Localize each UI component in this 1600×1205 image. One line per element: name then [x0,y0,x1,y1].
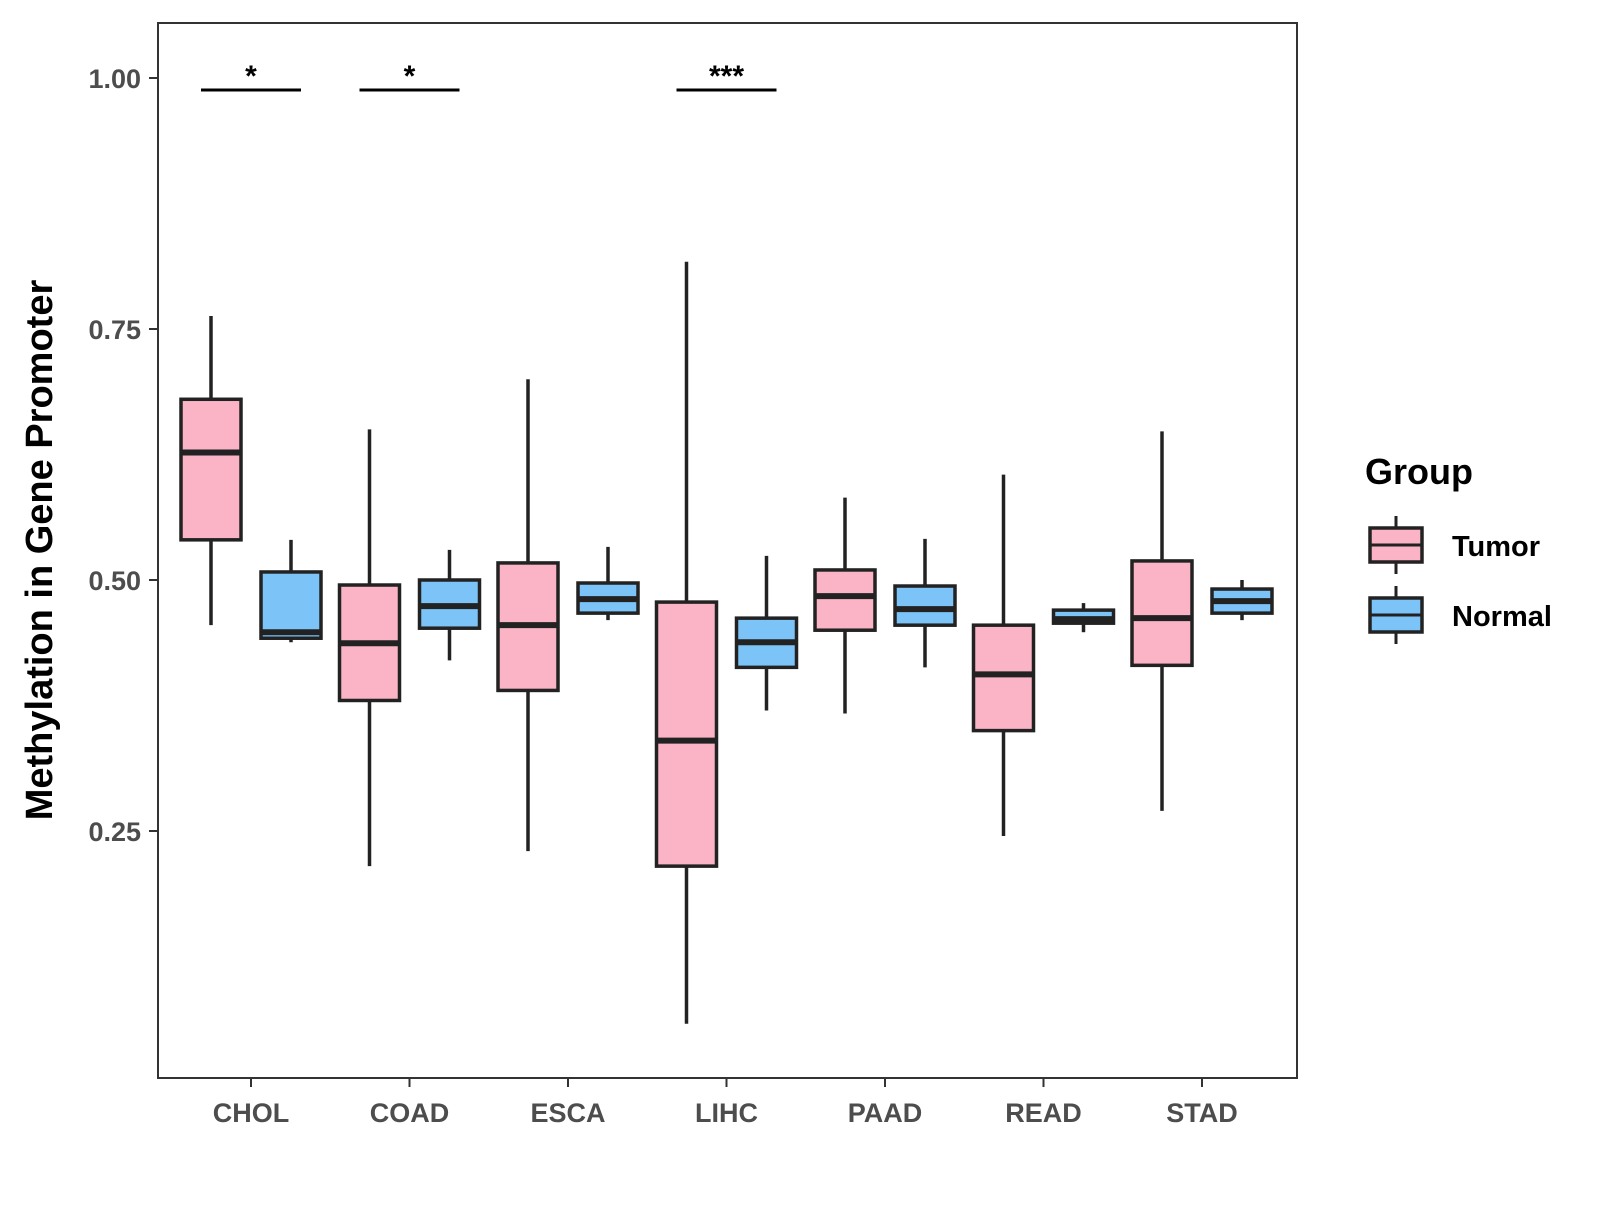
box-tumor-chol [179,397,243,542]
y-tick-label-0: 0.25 [88,817,141,847]
plot-panel-border [157,22,1298,1079]
box-tumor-read [971,623,1036,733]
box-tumor-lihc [654,600,719,868]
axis-layer: 0.25 0.50 0.75 1.00 CHOL COAD ESCA LIHC PAAD READ… [88,64,1237,1128]
x-tick-label-esca: ESCA [530,1098,605,1128]
plot-layer: * * *** [179,60,1274,1024]
box-normal-chol [259,570,323,640]
y-tick-label-1: 0.50 [88,566,141,596]
legend: Group Tumor Normal [1365,451,1552,644]
x-tick-label-chol: CHOL [213,1098,290,1128]
y-axis-title: Methylation in Gene Promoter [19,280,61,821]
significance-label-coad: * [404,60,416,93]
x-tick-label-read: READ [1005,1098,1082,1128]
x-tick-label-paad: PAAD [848,1098,923,1128]
x-tick-label-lihc: LIHC [695,1098,758,1128]
y-tick-label-2: 0.75 [88,315,141,345]
box-normal-paad [893,584,957,627]
x-tick-label-stad: STAD [1166,1098,1238,1128]
legend-entries: Tumor Normal [1368,516,1552,644]
legend-label-normal: Normal [1452,601,1552,633]
y-tick-label-3: 1.00 [88,64,141,94]
box-tumor-paad [813,568,877,632]
significance-label-lihc: *** [709,60,744,93]
x-tick-label-coad: COAD [370,1098,450,1128]
legend-title: Group [1365,451,1473,492]
box-tumor-stad [1130,559,1194,668]
significance-label-chol: * [245,60,257,93]
legend-label-tumor: Tumor [1452,531,1540,563]
